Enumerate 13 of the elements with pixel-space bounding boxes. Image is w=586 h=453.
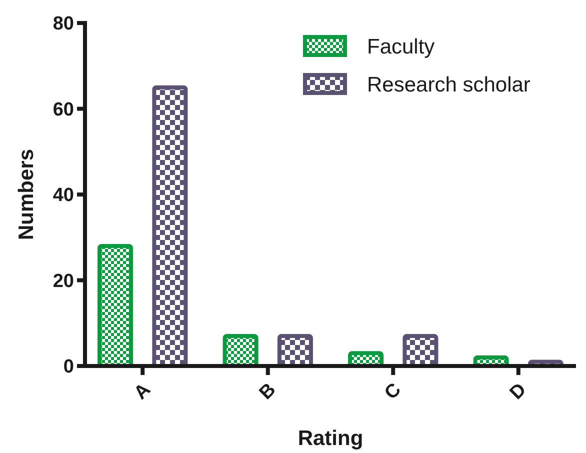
x-tick-label: A (130, 379, 156, 404)
y-tick-label: 0 (63, 356, 74, 378)
y-tick-label: 80 (52, 14, 74, 35)
y-tick-label: 20 (52, 270, 74, 292)
x-tick-label: B (256, 379, 280, 404)
y-tick-label: 60 (52, 99, 74, 120)
legend-label: Research scholar (367, 73, 530, 96)
x-tick-label: D (506, 379, 531, 404)
x-tick-label: C (380, 379, 406, 404)
y-tick-label: 40 (52, 185, 74, 206)
x-axis-title: Rating (298, 427, 364, 450)
legend-label: Faculty (367, 35, 436, 58)
y-axis-title: Numbers (15, 148, 38, 240)
